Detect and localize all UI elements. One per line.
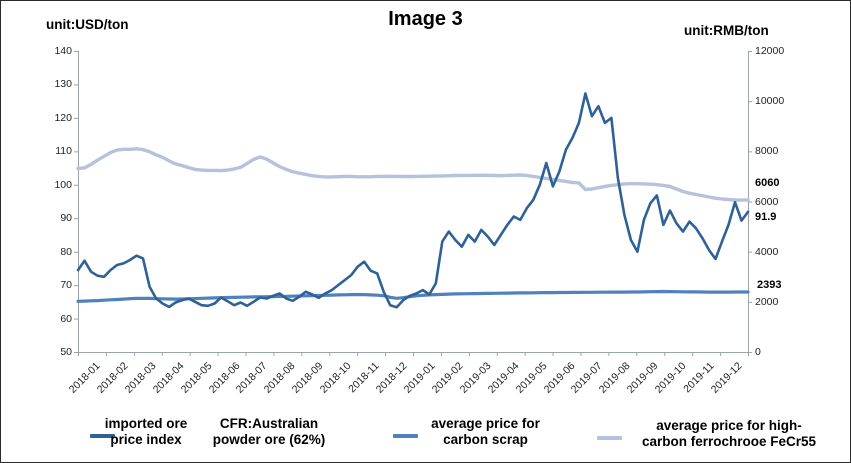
legend-label-ferrochrome: average price for high- carbon ferrochro… — [605, 418, 851, 450]
y-axis-left-tick-label: 70 — [60, 279, 72, 292]
chart-title: Image 3 — [388, 8, 463, 30]
data-label-scrap-end: 2393 — [757, 279, 782, 291]
data-label-ore-end: 91.9 — [755, 211, 777, 223]
y-axis-right-tick-label: 8000 — [755, 145, 779, 158]
legend-label-line: powder ore (62%) — [212, 432, 326, 447]
legend-label-line: average price for high- — [656, 418, 802, 433]
right-axis-unit-label: unit:RMB/ton — [684, 23, 769, 38]
y-axis-right-tick-label: 2000 — [755, 295, 779, 308]
legend-label-imported-ore: imported ore price index — [96, 416, 196, 448]
legend-label-carbon-scrap: average price for carbon scrap — [418, 416, 553, 448]
data-label-ferrochrome-end: 6060 — [755, 177, 780, 189]
y-axis-left-tick-label: 140 — [54, 45, 72, 57]
y-axis-right-tick-label: 12000 — [755, 45, 785, 57]
series-line-ferro — [76, 147, 750, 202]
y-axis-right-tick-label: 0 — [755, 346, 761, 358]
y-axis-left-tick-label: 50 — [60, 346, 72, 358]
series-line-scrap — [76, 289, 750, 303]
legend-label-line: imported ore — [104, 416, 188, 431]
legend-label-line: carbon scrap — [443, 432, 528, 447]
y-axis-right-tick-label: 4000 — [755, 245, 779, 258]
legend-label-line: carbon ferrochrooe FeCr55 — [641, 434, 817, 449]
y-axis-right-tick-label: 10000 — [755, 95, 785, 108]
y-axis-left-tick-label: 130 — [54, 78, 72, 91]
series-line-ore — [76, 92, 750, 309]
legend-label-line: CFR:Australian — [219, 416, 319, 431]
legend-swatch-ferrochrome — [597, 436, 622, 440]
y-axis-left-tick-label: 110 — [55, 145, 72, 158]
y-axis-right-tick-label: 6000 — [755, 195, 779, 208]
y-axis-left-tick-label: 90 — [60, 212, 72, 225]
legend-label-cfr-australian: CFR:Australian powder ore (62%) — [198, 416, 340, 448]
legend-swatch-carbon-scrap — [393, 434, 418, 438]
y-axis-left-tick-label: 120 — [54, 111, 72, 124]
left-axis-unit-label: unit:USD/ton — [46, 17, 129, 32]
y-axis-left-tick-label: 60 — [60, 312, 72, 325]
legend-label-line: price index — [110, 432, 182, 447]
y-axis-left-tick-label: 80 — [60, 245, 72, 258]
y-axis-left-tick-label: 100 — [54, 178, 72, 191]
legend-swatch-imported-ore — [90, 434, 115, 438]
legend-label-line: average price for — [431, 416, 540, 431]
